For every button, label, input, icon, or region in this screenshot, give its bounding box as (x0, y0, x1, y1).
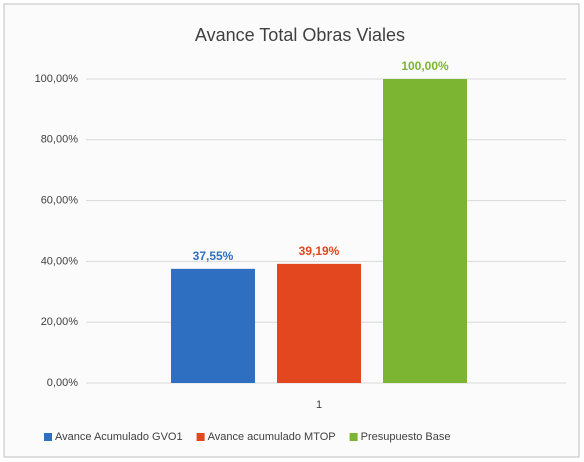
chart-title: Avance Total Obras Viales (195, 25, 405, 45)
legend-label: Avance Acumulado GVO1 (55, 431, 183, 443)
y-tick-label: 60,00% (41, 195, 79, 207)
bar (277, 263, 361, 383)
chart-frame (3, 3, 580, 458)
legend-label: Presupuesto Base (361, 431, 451, 443)
x-tick-label: 1 (316, 399, 322, 411)
legend-swatch (349, 433, 358, 441)
legend-label: Avance acumulado MTOP (208, 431, 336, 443)
y-tick-label: 40,00% (41, 255, 79, 267)
bar (383, 79, 467, 383)
y-tick-label: 100,00% (35, 73, 79, 85)
legend-swatch (44, 433, 52, 441)
data-label: 37,55% (193, 249, 234, 263)
data-label: 100,00% (401, 59, 449, 73)
y-tick-label: 20,00% (41, 316, 79, 328)
legend-swatch (196, 433, 205, 441)
data-label: 39,19% (299, 244, 340, 258)
y-tick-label: 0,00% (47, 377, 78, 389)
y-tick-label: 80,00% (41, 134, 79, 146)
bar (171, 268, 255, 383)
